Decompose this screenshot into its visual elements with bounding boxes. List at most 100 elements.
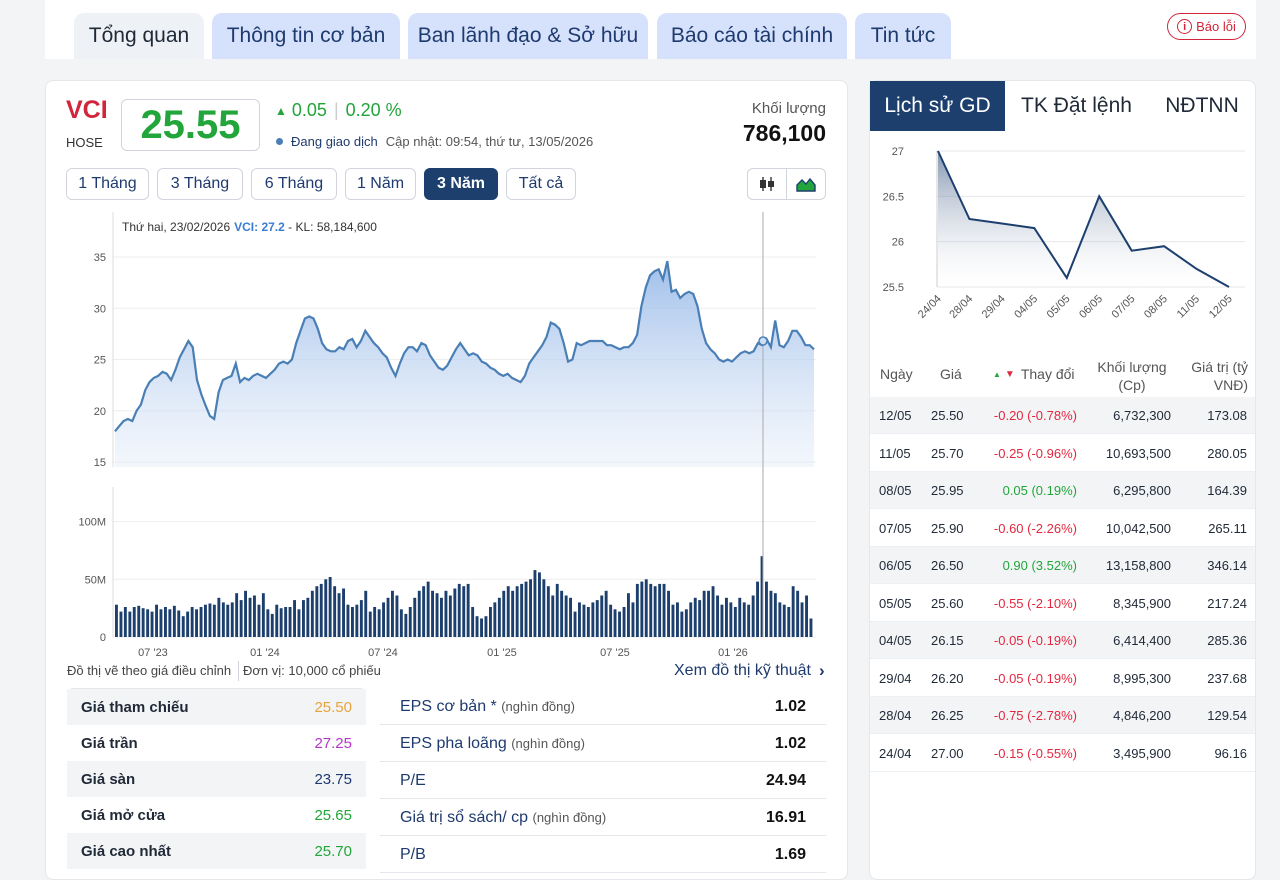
tooltip-price: VCI: 27.2 xyxy=(234,220,285,234)
volume-bar xyxy=(244,590,247,637)
volume-bar xyxy=(707,590,710,637)
volume-bar xyxy=(141,608,145,637)
metric-label: Giá trị sổ sách/ cp xyxy=(400,808,529,826)
tab-foreign-investors[interactable]: NĐTNN xyxy=(1165,94,1239,117)
range-3-months-button[interactable]: 3 Tháng xyxy=(157,168,243,200)
price-stat-label: Giá sàn xyxy=(81,770,136,788)
history-price: 26.25 xyxy=(931,708,964,723)
volume-bar xyxy=(150,611,154,637)
volume-bar xyxy=(689,602,693,637)
price-stat-row: Giá sàn 23.75 xyxy=(67,761,366,797)
volume-bar xyxy=(204,604,207,637)
crosshair-marker xyxy=(758,336,768,346)
range-3-years-button[interactable]: 3 Năm xyxy=(424,168,498,200)
volume-bar xyxy=(230,602,234,637)
tab-order-stats[interactable]: TK Đặt lệnh xyxy=(1021,94,1132,117)
tab-news[interactable]: Tin tức xyxy=(855,13,951,59)
trading-status: Đang giao dịch Cập nhật: 09:54, thứ tư, … xyxy=(276,134,593,149)
price-tick-label: 25 xyxy=(94,355,106,367)
volume-bar xyxy=(199,607,203,637)
up-triangle-icon: ▲ xyxy=(993,369,1001,379)
report-error-button[interactable]: i Báo lỗi xyxy=(1167,13,1246,40)
volume-bar xyxy=(155,604,158,637)
down-triangle-icon: ▼ xyxy=(1004,368,1015,380)
history-change: -0.05 (-0.19%) xyxy=(993,633,1077,648)
price-tick-label: 15 xyxy=(94,457,106,469)
update-time: Cập nhật: 09:54, thứ tư, 13/05/2026 xyxy=(385,134,594,149)
financial-metric-row: EPS cơ bản * (nghìn đồng) 1.02 xyxy=(380,689,826,725)
volume-bar xyxy=(368,611,372,637)
volume-bar xyxy=(257,604,261,637)
volume-bar xyxy=(805,595,808,637)
volume-bar xyxy=(444,590,448,637)
volume-bar xyxy=(333,586,337,637)
history-volume: 8,345,900 xyxy=(1113,595,1171,611)
history-change: -0.05 (-0.19%) xyxy=(993,670,1077,686)
volume-bar xyxy=(702,590,706,637)
volume-bar xyxy=(270,613,274,637)
tab-trade-history[interactable]: Lịch sử GD xyxy=(870,81,1005,131)
tab-financial-reports[interactable]: Báo cáo tài chính xyxy=(657,13,847,59)
col-price: Giá xyxy=(940,366,962,382)
price-chart[interactable]: 35 30 25 20 15 100M 50M 0 07 '23 01 '24 07 '24 01… xyxy=(66,210,826,660)
volume-bar xyxy=(595,600,599,637)
volume-bar xyxy=(302,600,305,637)
history-value: 346.14 xyxy=(1207,558,1247,573)
volume-bar xyxy=(520,583,524,637)
mini-tick-label: 26 xyxy=(892,237,904,249)
technical-chart-link[interactable]: Xem đồ thị kỹ thuật › xyxy=(674,661,825,681)
volume-bar xyxy=(489,607,492,637)
volume-bar xyxy=(266,609,270,637)
history-row: 11/05 25.70 -0.25 (-0.96%) 10,693,500 280.05 xyxy=(870,434,1255,472)
volume-bar xyxy=(778,602,782,637)
tab-management-ownership[interactable]: Ban lãnh đạo & Sở hữu xyxy=(408,13,648,59)
ticker-symbol: VCI xyxy=(66,96,108,124)
history-date: 04/05 xyxy=(879,633,912,648)
history-value: 217.24 xyxy=(1207,595,1247,611)
status-text: Đang giao dịch xyxy=(291,134,378,149)
history-value: 285.36 xyxy=(1207,633,1247,648)
history-volume: 6,732,300 xyxy=(1113,408,1171,423)
volume-bar xyxy=(386,597,390,637)
history-row: 05/05 25.60 -0.55 (-2.10%) 8,345,900 217.24 xyxy=(870,584,1255,622)
history-price: 26.15 xyxy=(931,633,964,648)
range-1-year-button[interactable]: 1 Năm xyxy=(345,168,416,200)
history-volume: 3,495,900 xyxy=(1113,745,1171,761)
volume-bar xyxy=(671,604,675,637)
exchange-label: HOSE xyxy=(66,135,103,150)
mini-x-tick-label: 04/05 xyxy=(1012,293,1040,321)
footer-divider xyxy=(238,661,239,681)
metric-unit: (nghìn đồng) xyxy=(532,809,607,825)
volume-bar xyxy=(284,607,288,637)
x-tick-label: 01 '26 xyxy=(718,647,748,659)
range-6-months-button[interactable]: 6 Tháng xyxy=(251,168,337,200)
range-all-button[interactable]: Tất cả xyxy=(506,168,576,200)
price-stat-row: Giá tham chiếu 25.50 xyxy=(67,689,366,725)
history-date: 12/05 xyxy=(879,408,912,423)
volume-value: 786,100 xyxy=(742,120,826,146)
mini-x-tick-label: 12/05 xyxy=(1207,293,1235,321)
col-change: ▲ ▼ Thay đổi xyxy=(993,366,1075,382)
volume-bar xyxy=(782,604,786,637)
financial-metric-row: P/E 24.94 xyxy=(380,763,826,799)
volume-bar xyxy=(471,607,475,637)
volume-bar xyxy=(756,581,759,637)
price-stat-label: Giá cao nhất xyxy=(81,842,172,860)
volume-bar xyxy=(591,602,595,637)
mini-x-tick-label: 05/05 xyxy=(1045,293,1073,321)
history-row: 12/05 25.50 -0.20 (-0.78%) 6,732,300 173.08 xyxy=(870,397,1255,434)
tab-basic-info[interactable]: Thông tin cơ bản xyxy=(212,13,400,59)
area-chart-icon[interactable] xyxy=(787,169,826,199)
volume-bar xyxy=(435,593,439,637)
change-divider: | xyxy=(333,100,339,120)
range-1-month-button[interactable]: 1 Tháng xyxy=(66,168,149,200)
candlestick-icon[interactable] xyxy=(748,169,787,199)
x-tick-label: 01 '25 xyxy=(487,647,517,659)
volume-bar xyxy=(413,597,417,637)
current-price: 25.55 xyxy=(121,99,260,151)
history-volume: 10,042,500 xyxy=(1105,520,1171,536)
tab-overview[interactable]: Tổng quan xyxy=(74,13,204,59)
volume-bar xyxy=(676,602,679,637)
financial-metric-row: EPS pha loãng (nghìn đồng) 1.02 xyxy=(380,726,826,762)
volume-bar xyxy=(649,583,653,637)
